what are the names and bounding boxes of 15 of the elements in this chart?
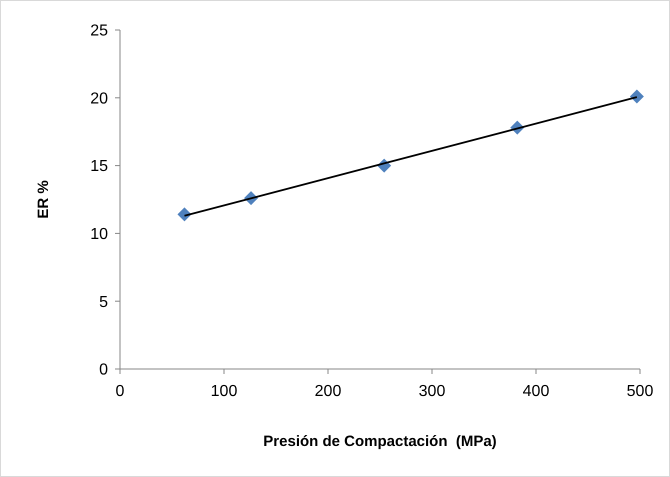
y-tick-label: 20 bbox=[90, 90, 108, 108]
x-tick-label: 200 bbox=[314, 383, 342, 400]
x-tick-label: 500 bbox=[626, 383, 654, 400]
x-tick-label: 400 bbox=[522, 383, 550, 400]
point bbox=[630, 89, 644, 104]
x-tick-label: 100 bbox=[210, 383, 238, 400]
y-tick-label: 15 bbox=[90, 158, 108, 176]
y-tick-label: 25 bbox=[90, 22, 108, 40]
y-tick-label: 5 bbox=[99, 294, 108, 311]
y-tick-label: 0 bbox=[99, 362, 108, 379]
y-axis-title: ER % bbox=[35, 180, 52, 219]
x-tick-label: 300 bbox=[418, 383, 446, 400]
x-axis-title: Presión de Compactación (MPa) bbox=[263, 433, 497, 450]
x-tick-label: 0 bbox=[116, 383, 125, 400]
y-tick-label: 10 bbox=[90, 226, 108, 243]
